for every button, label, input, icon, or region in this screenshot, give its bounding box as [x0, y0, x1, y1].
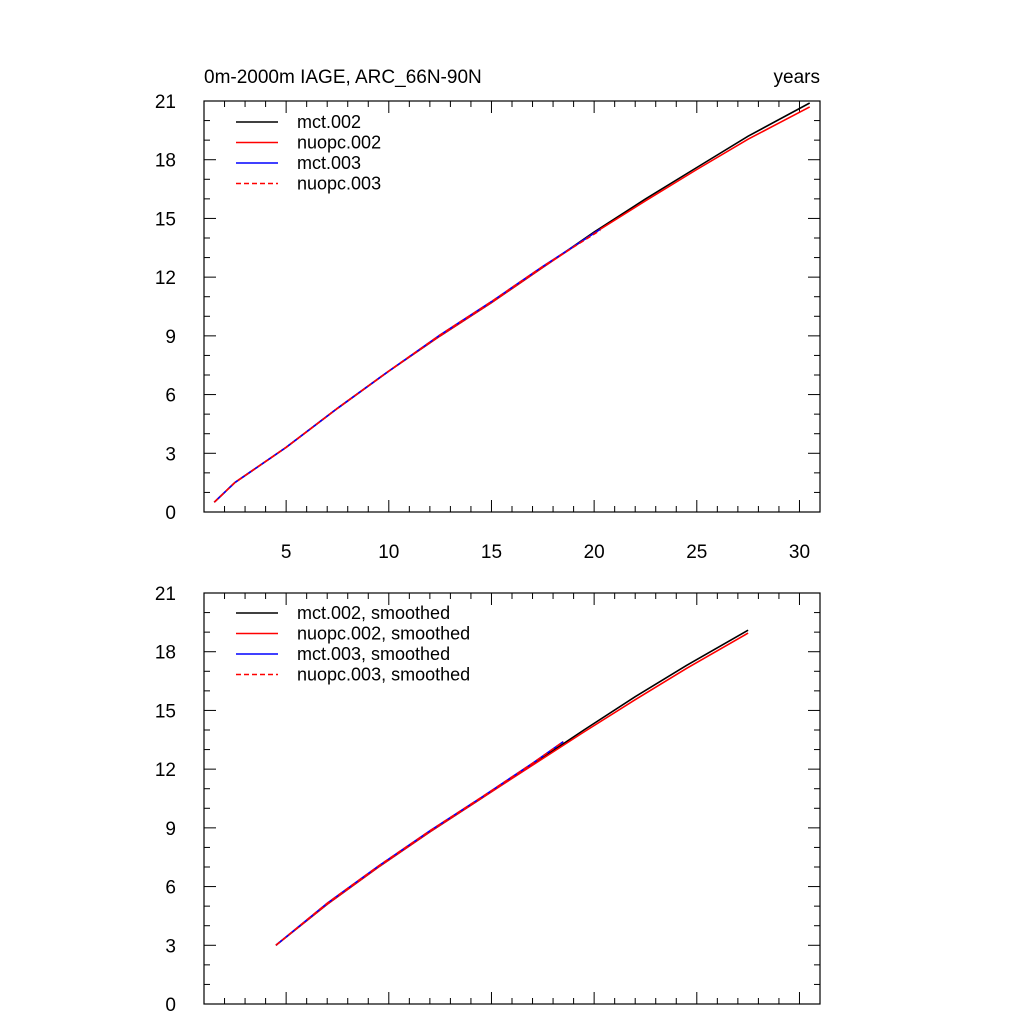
legend-label: mct.002	[297, 112, 361, 132]
series-line-mct-003	[213, 228, 601, 503]
x-tick-label: 25	[686, 542, 707, 563]
x-tick-label: 20	[584, 542, 605, 563]
y-tick-label: 21	[155, 92, 176, 113]
x-tick-label: 30	[789, 542, 810, 563]
x-tick-label: 15	[481, 542, 502, 563]
x-tick-label: 5	[281, 542, 292, 563]
bottom-panel: 0 3 6 9 12 15 18 21 mct.002, smoothednuopc.002, …	[155, 584, 821, 1016]
legend-label: mct.003	[297, 153, 361, 173]
y-tick-label: 15	[155, 209, 176, 230]
chart-units: years	[774, 67, 820, 88]
y-tick-label: 12	[155, 760, 176, 781]
legend-label: nuopc.002, smoothed	[297, 624, 470, 644]
y-tick-label: 12	[155, 268, 176, 289]
series-line-nuopc-002-smoothed	[275, 632, 749, 946]
y-tick-label: 18	[155, 643, 176, 664]
legend-label: mct.002, smoothed	[297, 603, 450, 623]
top-panel: 0m-2000m IAGE, ARC_66N-90N years 0 3 6 9 12 1…	[155, 67, 821, 563]
y-tick-label: 3	[165, 936, 176, 957]
series-line-nuopc-003	[213, 229, 601, 503]
y-tick-label: 0	[165, 995, 176, 1016]
legend-label: nuopc.002	[297, 133, 381, 153]
y-tick-label: 6	[165, 878, 176, 899]
y-tick-label: 3	[165, 444, 176, 465]
legend-label: mct.003, smoothed	[297, 644, 450, 664]
series-line-nuopc-003-smoothed	[275, 741, 564, 946]
y-tick-label: 18	[155, 151, 176, 172]
legend-label: nuopc.003, smoothed	[297, 665, 470, 685]
legend-label: nuopc.003	[297, 174, 381, 194]
y-tick-label: 15	[155, 701, 176, 722]
y-tick-label: 0	[165, 503, 176, 524]
y-tick-label: 6	[165, 386, 176, 407]
y-tick-label: 21	[155, 584, 176, 605]
y-tick-label: 9	[165, 819, 176, 840]
chart-title: 0m-2000m IAGE, ARC_66N-90N	[204, 67, 482, 88]
y-tick-label: 9	[165, 327, 176, 348]
x-tick-label: 10	[378, 542, 399, 563]
